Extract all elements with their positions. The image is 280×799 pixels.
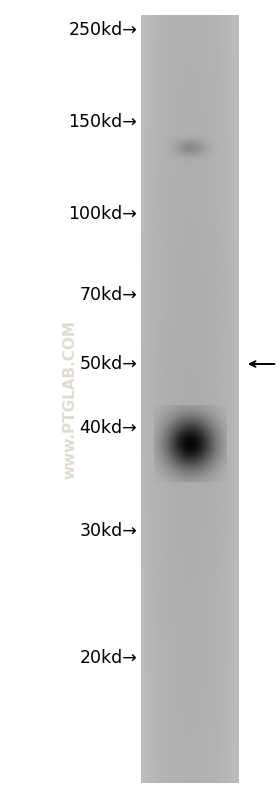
Text: 100kd→: 100kd→ — [68, 205, 137, 223]
Text: 50kd→: 50kd→ — [80, 355, 137, 373]
Text: 250kd→: 250kd→ — [68, 21, 137, 39]
Text: www.PTGLAB.COM: www.PTGLAB.COM — [62, 320, 78, 479]
Text: 40kd→: 40kd→ — [80, 419, 137, 437]
Text: 30kd→: 30kd→ — [80, 522, 137, 540]
Text: 20kd→: 20kd→ — [80, 649, 137, 667]
Text: 70kd→: 70kd→ — [80, 286, 137, 304]
Text: 150kd→: 150kd→ — [68, 113, 137, 131]
